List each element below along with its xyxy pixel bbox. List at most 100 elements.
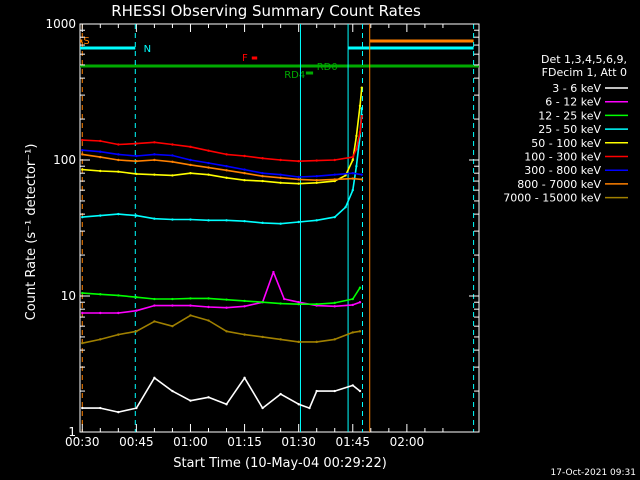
y-tick-label: 1: [68, 425, 76, 439]
series-point: [153, 173, 156, 176]
legend-entry-label: 7000 - 15000 keV: [503, 192, 601, 205]
legend-entry-label: 25 - 50 keV: [538, 123, 601, 136]
series-point: [189, 171, 192, 175]
series-line: [82, 314, 361, 344]
series-point: [279, 173, 282, 176]
series-point: [99, 169, 102, 173]
series-point: [344, 174, 347, 177]
series-point: [81, 149, 84, 152]
series-point: [333, 301, 336, 305]
series-point: [333, 389, 336, 393]
series-point: [279, 302, 282, 305]
series-point: [189, 158, 192, 162]
series-point: [261, 221, 264, 225]
y-tick-label: 100: [53, 153, 76, 167]
series-point: [189, 218, 192, 221]
series-point: [297, 340, 300, 344]
series-point: [225, 176, 228, 179]
series-point: [135, 214, 138, 217]
series-point: [117, 143, 120, 146]
series-point: [243, 154, 246, 158]
series-point: [207, 396, 210, 399]
y-axis: 1 10 100 1000: [45, 17, 479, 439]
series-point: [117, 212, 120, 216]
series-point: [153, 158, 156, 162]
series-point: [279, 222, 282, 225]
series-point: [261, 179, 264, 183]
series-point: [358, 104, 362, 108]
series-point: [243, 376, 246, 380]
series-point: [360, 86, 363, 89]
series-point: [189, 297, 192, 300]
series-point: [333, 178, 336, 181]
series-point: [225, 219, 228, 222]
x-axis: 00:30 00:45 01:00 01:15 01:30 01:45 02:00: [65, 24, 444, 449]
series-point: [117, 170, 120, 173]
series-point: [315, 389, 318, 393]
series-point: [279, 176, 282, 179]
series-point: [315, 340, 318, 344]
series-point: [117, 311, 120, 315]
series-point: [207, 297, 210, 300]
series-point: [117, 153, 120, 156]
series-line: [82, 87, 363, 185]
series-point: [135, 172, 138, 176]
series-point: [283, 297, 286, 301]
series-point: [297, 220, 300, 224]
series-point: [351, 188, 354, 192]
series-line: [82, 377, 361, 413]
series-point: [153, 297, 156, 301]
series-point: [351, 384, 354, 387]
series-point: [99, 311, 102, 315]
series-point: [333, 173, 336, 176]
series-point: [99, 139, 102, 143]
y-axis-label: Count Rate (s⁻¹ detector⁻¹): [24, 144, 39, 321]
interval-markers: [81, 24, 475, 432]
series-line: [82, 108, 363, 225]
series-point: [117, 158, 120, 162]
series-point: [225, 330, 228, 333]
series-point: [171, 304, 174, 307]
x-tick-label: 01:00: [173, 435, 208, 449]
series-point: [99, 293, 102, 296]
flag-bars: S N F RD0 RD4: [80, 36, 479, 81]
series-point: [297, 182, 300, 185]
series-point: [358, 330, 362, 333]
series-point: [225, 403, 228, 406]
series-point: [135, 142, 138, 145]
legend-entry-label: 100 - 300 keV: [524, 151, 601, 164]
y-tick-label: 1000: [45, 17, 76, 31]
series-point: [333, 158, 336, 162]
series-point: [360, 107, 363, 110]
series-point: [297, 301, 300, 304]
legend-entry-label: 12 - 25 keV: [538, 109, 601, 122]
series-point: [81, 291, 84, 295]
series-point: [171, 218, 174, 221]
x-tick-label: 02:00: [390, 435, 425, 449]
series-point: [243, 219, 246, 223]
series-point: [99, 406, 102, 410]
series-point: [279, 392, 282, 396]
x-axis-label: Start Time (10-May-04 00:29:22): [173, 456, 387, 471]
flag-label: F: [242, 53, 248, 64]
series-point: [297, 303, 300, 306]
legend-header-line: FDecim 1, Att 0: [542, 66, 627, 79]
x-tick-label: 01:45: [335, 435, 370, 449]
series-point: [279, 158, 282, 162]
series-point: [297, 175, 300, 179]
series-layer: [81, 86, 363, 414]
series-point: [171, 154, 174, 157]
series-point: [117, 294, 120, 297]
series-point: [333, 305, 336, 308]
series-point: [315, 179, 318, 182]
flag-label: RD4: [284, 70, 305, 81]
series-point: [207, 219, 210, 222]
series-line: [82, 271, 361, 314]
series-point: [360, 114, 363, 118]
x-tick-label: 00:30: [65, 435, 100, 449]
series-point: [225, 165, 228, 168]
series-point: [171, 389, 174, 393]
series-point: [171, 297, 174, 301]
series-point: [297, 403, 300, 406]
